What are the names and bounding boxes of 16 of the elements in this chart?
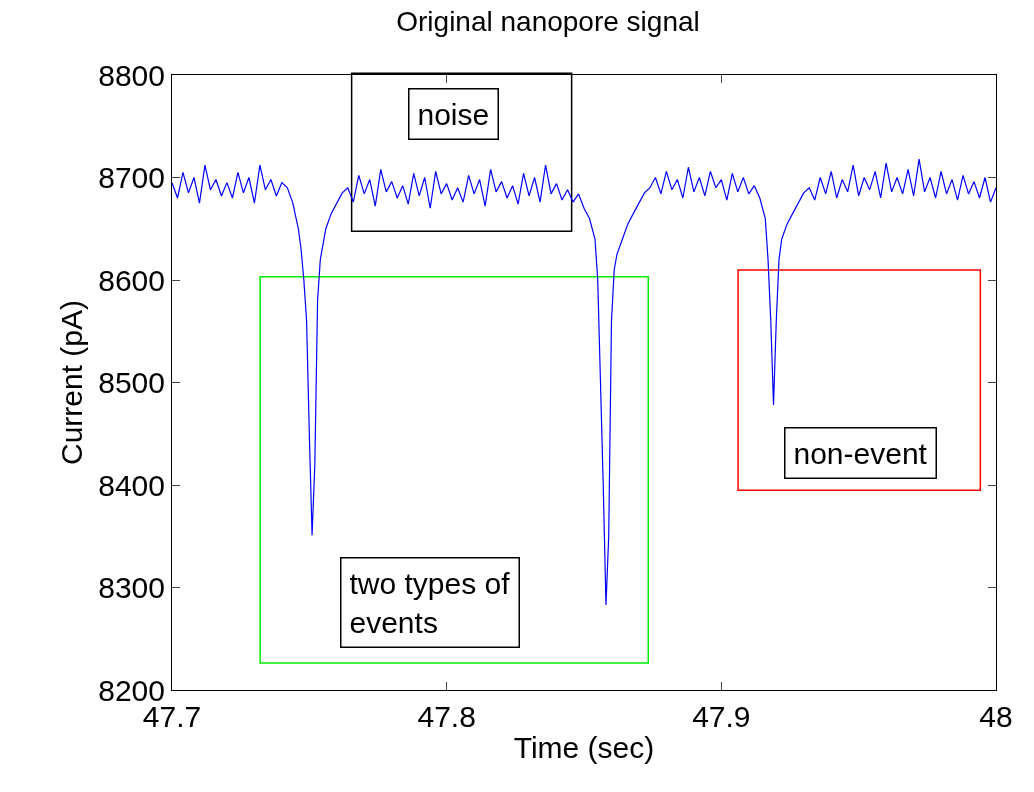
x-tick-label: 48 xyxy=(979,700,1013,733)
y-tick-label: 8700 xyxy=(98,161,165,194)
line-series xyxy=(172,158,996,606)
x-tick-label: 47.9 xyxy=(692,700,751,733)
y-axis-title: Current (pA) xyxy=(55,299,89,466)
annotation: noise xyxy=(417,97,490,131)
annotation: two types of events xyxy=(349,566,511,639)
x-tick-label: 47.8 xyxy=(417,700,476,733)
y-tick-label: 8300 xyxy=(98,571,165,604)
chart-title: Original nanopore signal xyxy=(396,6,700,38)
y-tick-label: 8400 xyxy=(98,468,165,502)
annotation: non-event xyxy=(793,436,928,470)
y-tick-label: 8800 xyxy=(98,58,165,92)
y-tick-label: 8500 xyxy=(98,366,165,399)
y-tick-label: 8600 xyxy=(98,263,165,297)
x-axis-title: Time (sec) xyxy=(513,730,655,764)
